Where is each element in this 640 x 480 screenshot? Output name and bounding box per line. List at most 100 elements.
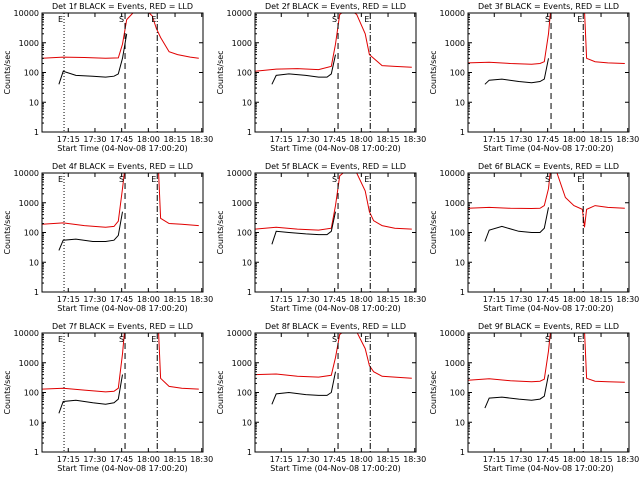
x-tick-label: 18:30 — [403, 455, 426, 464]
x-tick-label: 17:15 — [270, 295, 293, 304]
y-tick-label: 1 — [34, 288, 39, 297]
panel-det-1: Det 1f BLACK = Events, RED = LLD E S E 1 10 10… — [3, 2, 213, 153]
x-axis-label: Start Time (04-Nov-08 17:00:20) — [57, 464, 187, 473]
marker-label-s: S — [119, 175, 124, 184]
panel-title: Det 1f BLACK = Events, RED = LLD — [52, 2, 193, 11]
x-tick-label: 17:30 — [83, 455, 106, 464]
marker-label-s: S — [545, 335, 550, 344]
marker-label-s: S — [332, 175, 337, 184]
panel-det-3: Det 3f BLACK = Events, RED = LLD S E 1 10 100… — [429, 2, 639, 153]
y-tick-label: 10000 — [14, 329, 39, 338]
x-tick-label: 18:15 — [377, 455, 400, 464]
x-tick-label: 17:15 — [57, 135, 80, 144]
plot-frame — [254, 12, 417, 133]
marker-label-e: E — [577, 175, 582, 184]
marker-label-s: S — [119, 15, 124, 24]
marker-label-s: S — [545, 15, 550, 24]
y-tick-label: 1000 — [232, 39, 252, 48]
lld-series-line — [255, 13, 412, 72]
y-tick-label: 1000 — [445, 199, 465, 208]
y-tick-label: 1000 — [445, 359, 465, 368]
x-tick-label: 17:45 — [110, 135, 133, 144]
y-axis-label: Counts/sec — [429, 50, 438, 94]
x-tick-label: 18:30 — [616, 295, 639, 304]
y-tick-label: 10 — [242, 418, 252, 427]
x-tick-label: 17:15 — [270, 455, 293, 464]
x-tick-label: 18:00 — [350, 455, 373, 464]
x-tick-label: 17:45 — [323, 455, 346, 464]
x-tick-label: 18:15 — [377, 135, 400, 144]
y-axis-label: Counts/sec — [3, 210, 12, 254]
events-series-line — [58, 374, 123, 414]
events-series-line — [58, 33, 128, 85]
x-axis-label: Start Time (04-Nov-08 17:00:20) — [57, 304, 187, 313]
y-tick-label: 1000 — [19, 359, 39, 368]
lld-series-line — [468, 333, 625, 383]
y-tick-label: 10000 — [227, 169, 252, 178]
y-tick-label: 10000 — [440, 329, 465, 338]
panel-title: Det 3f BLACK = Events, RED = LLD — [478, 2, 619, 11]
x-tick-label: 18:30 — [190, 455, 213, 464]
events-series-line — [484, 207, 549, 242]
y-axis-label: Counts/sec — [216, 370, 225, 414]
lld-series-line — [255, 333, 412, 379]
y-tick-label: 100 — [237, 389, 252, 398]
y-tick-label: 1 — [247, 128, 252, 137]
y-tick-label: 10 — [455, 418, 465, 427]
x-axis-label: Start Time (04-Nov-08 17:00:20) — [270, 464, 400, 473]
x-tick-label: 17:15 — [483, 455, 506, 464]
y-axis-label: Counts/sec — [429, 210, 438, 254]
plot-frame — [254, 332, 417, 453]
y-tick-label: 1000 — [232, 359, 252, 368]
marker-label-e: E — [151, 175, 156, 184]
x-tick-label: 18:30 — [403, 295, 426, 304]
y-tick-label: 10 — [455, 98, 465, 107]
x-tick-label: 18:30 — [616, 135, 639, 144]
x-tick-label: 17:30 — [83, 295, 106, 304]
x-tick-label: 18:00 — [563, 295, 586, 304]
panel-title: Det 8f BLACK = Events, RED = LLD — [265, 322, 406, 331]
lld-series-line — [42, 173, 199, 228]
x-tick-label: 18:30 — [403, 135, 426, 144]
lld-series-line — [255, 173, 412, 231]
events-series-line — [271, 211, 336, 245]
panel-title: Det 5f BLACK = Events, RED = LLD — [265, 162, 406, 171]
lld-series-line — [42, 13, 199, 59]
x-tick-label: 17:30 — [83, 135, 106, 144]
x-tick-label: 17:45 — [536, 135, 559, 144]
events-series-line — [271, 371, 336, 405]
x-tick-label: 18:15 — [377, 295, 400, 304]
y-tick-label: 10 — [455, 258, 465, 267]
x-tick-label: 18:15 — [590, 135, 613, 144]
x-tick-label: 18:30 — [190, 295, 213, 304]
y-tick-label: 1 — [460, 288, 465, 297]
panel-det-2: Det 2f BLACK = Events, RED = LLD S E 1 10 100… — [216, 2, 426, 153]
x-tick-label: 17:30 — [509, 295, 532, 304]
x-axis-label: Start Time (04-Nov-08 17:00:20) — [270, 304, 400, 313]
marker-label-e: E — [151, 335, 156, 344]
events-series-line — [484, 58, 549, 85]
y-tick-label: 10000 — [14, 9, 39, 18]
x-tick-label: 18:00 — [563, 135, 586, 144]
x-tick-label: 17:45 — [536, 295, 559, 304]
lld-series-line — [468, 13, 625, 65]
x-tick-label: 17:30 — [296, 135, 319, 144]
marker-label-e: E — [577, 15, 582, 24]
marker-label-e: E — [58, 15, 63, 24]
y-tick-label: 1000 — [19, 39, 39, 48]
x-axis-label: Start Time (04-Nov-08 17:00:20) — [483, 144, 613, 153]
y-tick-label: 10000 — [440, 9, 465, 18]
marker-label-e: E — [58, 175, 63, 184]
x-tick-label: 17:15 — [57, 455, 80, 464]
x-axis-label: Start Time (04-Nov-08 17:00:20) — [57, 144, 187, 153]
x-tick-label: 18:15 — [164, 295, 187, 304]
y-tick-label: 10 — [29, 258, 39, 267]
x-tick-label: 18:00 — [137, 455, 160, 464]
marker-label-e: E — [364, 175, 369, 184]
x-tick-label: 18:15 — [164, 135, 187, 144]
y-tick-label: 100 — [24, 69, 39, 78]
x-tick-label: 18:00 — [350, 135, 373, 144]
panel-det-7: Det 7f BLACK = Events, RED = LLD E S E 1 10 10… — [3, 322, 213, 473]
x-tick-label: 17:15 — [483, 295, 506, 304]
